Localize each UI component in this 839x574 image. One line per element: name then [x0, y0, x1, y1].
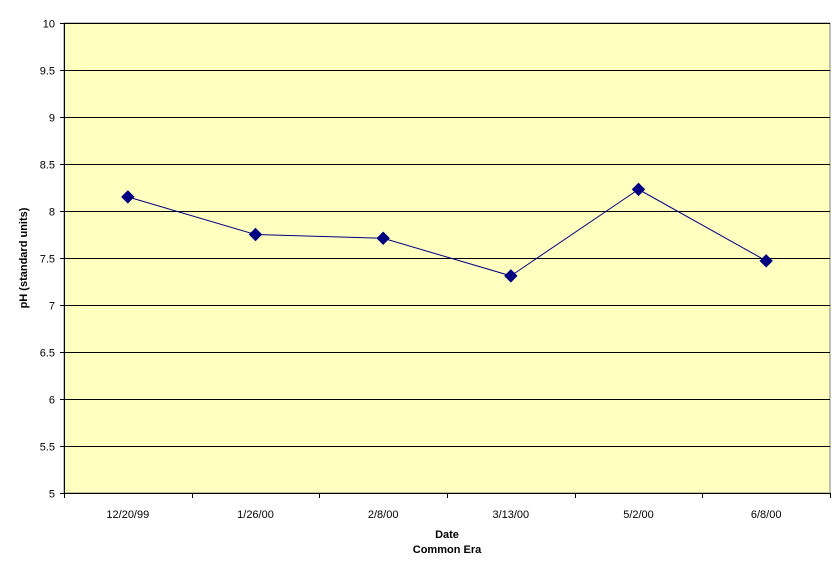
data-point: [248, 227, 263, 242]
x-tick-label: 2/8/00: [368, 509, 399, 521]
y-axis-title: pH (standard units): [18, 207, 30, 308]
x-axis-subtitle: Common Era: [413, 544, 482, 556]
data-point: [631, 182, 646, 197]
x-tick-labels: 12/20/99 1/26/00 2/8/00 3/13/00 5/2/00 6/8/00: [106, 509, 781, 521]
x-tick-marks: [64, 493, 831, 498]
y-tick-label: 5: [49, 489, 55, 501]
y-tick-label: 8: [49, 207, 55, 219]
y-tick-label: 7.5: [40, 254, 55, 266]
x-tick-label: 3/13/00: [492, 509, 529, 521]
data-point: [376, 231, 390, 245]
series-line-group: [127, 188, 767, 277]
x-tick-label: 12/20/99: [106, 509, 149, 521]
y-tick-label: 7: [49, 301, 55, 313]
data-point: [121, 190, 135, 204]
x-tick-label: 5/2/00: [623, 509, 654, 521]
y-tick-label: 5.5: [40, 442, 55, 454]
x-tick-label: 6/8/00: [751, 509, 782, 521]
y-tick-labels: 5 5.5 6 6.5 7 7.5 8 8.5 9 9.5 10: [40, 19, 55, 501]
x-axis-title: Date: [435, 529, 459, 541]
data-point-markers: [121, 182, 773, 283]
y-tick-label: 6: [49, 395, 55, 407]
y-tick-label: 8.5: [40, 160, 55, 172]
x-tick-label: 1/26/00: [237, 509, 274, 521]
data-point: [504, 269, 518, 283]
series-line: [127, 188, 767, 277]
y-tick-label: 10: [43, 19, 55, 31]
y-tick-label: 6.5: [40, 348, 55, 360]
y-tick-label: 9: [49, 113, 55, 125]
data-point: [759, 254, 773, 268]
y-tick-label: 9.5: [40, 66, 55, 78]
